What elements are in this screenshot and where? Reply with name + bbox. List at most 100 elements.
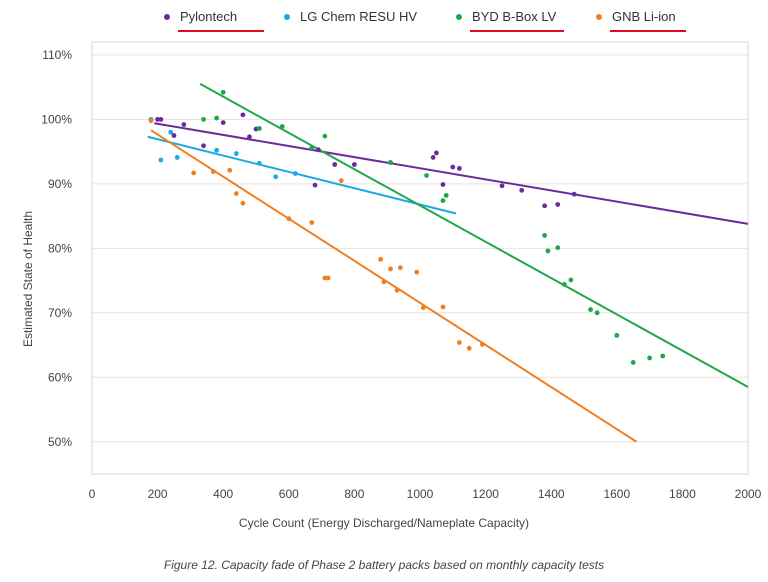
data-point xyxy=(545,248,551,254)
legend-item-gnb: GNB Li-ion xyxy=(596,8,686,34)
legend-label: BYD B-Box LV xyxy=(472,9,557,25)
data-point xyxy=(309,145,315,151)
data-point xyxy=(220,89,226,95)
data-point xyxy=(171,133,177,138)
data-point xyxy=(201,116,206,122)
data-point xyxy=(519,187,525,193)
tick-labels: 50% 60% 70% 80% 90% 100% 110% 0 200 400 600 800 1000… xyxy=(41,48,761,501)
data-point xyxy=(174,155,180,160)
x-tick-label: 400 xyxy=(213,487,233,501)
y-tick-label: 80% xyxy=(48,241,72,255)
figure-caption: Figure 12. Capacity fade of Phase 2 batt… xyxy=(163,558,605,572)
x-tick-label: 800 xyxy=(344,487,364,501)
data-point xyxy=(233,151,239,156)
data-point xyxy=(220,120,226,125)
data-point xyxy=(456,340,462,345)
data-point xyxy=(325,275,331,281)
data-point xyxy=(338,178,344,184)
data-point xyxy=(322,275,328,281)
data-point xyxy=(240,200,246,206)
data-points xyxy=(148,89,666,365)
data-point xyxy=(555,202,561,207)
y-axis-label: Estimated State of Health xyxy=(21,210,35,348)
gridlines xyxy=(92,54,748,443)
x-tick-label: 2000 xyxy=(735,487,762,501)
data-point xyxy=(443,193,449,198)
legend-underline xyxy=(610,30,686,32)
data-point xyxy=(233,191,239,196)
data-point xyxy=(614,332,620,338)
data-point xyxy=(332,162,338,167)
trend-line xyxy=(154,122,749,225)
data-point xyxy=(388,266,393,272)
legend-label: LG Chem RESU HV xyxy=(300,9,418,25)
data-point xyxy=(388,160,393,165)
data-point xyxy=(214,115,220,121)
y-tick-label: 90% xyxy=(48,177,72,191)
data-point xyxy=(168,129,174,135)
legend-marker xyxy=(596,13,602,20)
data-point xyxy=(256,160,262,166)
x-tick-label: 1400 xyxy=(538,487,565,501)
legend-marker xyxy=(456,13,462,20)
data-point xyxy=(424,173,429,178)
data-point xyxy=(440,304,446,310)
data-point xyxy=(158,116,164,122)
data-point xyxy=(561,282,567,287)
data-point xyxy=(499,183,505,189)
data-point xyxy=(158,157,164,163)
legend-label: Pylontech xyxy=(180,9,238,25)
x-tick-label: 1800 xyxy=(669,487,696,501)
data-point xyxy=(352,162,357,167)
data-point xyxy=(378,256,384,262)
data-point xyxy=(542,203,548,209)
data-point xyxy=(214,147,220,153)
data-point xyxy=(660,353,666,359)
data-point xyxy=(247,134,252,140)
x-tick-label: 1200 xyxy=(472,487,499,501)
data-point xyxy=(647,355,652,361)
trend-line xyxy=(199,83,749,388)
data-point xyxy=(322,133,328,139)
data-point xyxy=(309,220,315,225)
data-point xyxy=(594,310,600,316)
data-point xyxy=(286,216,292,222)
x-tick-label: 0 xyxy=(89,487,96,501)
x-tick-label: 1600 xyxy=(603,487,630,501)
data-point xyxy=(256,125,262,131)
data-point xyxy=(148,118,154,124)
x-axis-label: Cycle Count (Energy Discharged/Nameplate… xyxy=(238,516,530,530)
data-point xyxy=(555,245,561,251)
y-tick-label: 110% xyxy=(42,48,72,62)
y-tick-label: 70% xyxy=(48,306,72,320)
legend-underline xyxy=(470,30,564,32)
legend-underline xyxy=(178,30,264,32)
data-point xyxy=(430,155,436,160)
data-point xyxy=(630,360,636,365)
data-point xyxy=(440,198,446,204)
data-point xyxy=(434,150,439,156)
legend-item-pylontech: Pylontech xyxy=(164,8,264,34)
x-tick-label: 600 xyxy=(279,487,299,501)
legend-marker xyxy=(164,13,170,20)
data-point xyxy=(181,122,187,127)
data-point xyxy=(315,147,321,153)
data-point xyxy=(292,171,298,176)
data-point xyxy=(227,167,233,173)
legend-label: GNB Li-ion xyxy=(612,9,676,25)
data-point xyxy=(381,279,387,285)
data-point xyxy=(440,182,446,187)
data-point xyxy=(191,170,197,176)
trend-line xyxy=(150,129,638,443)
legend-item-byd: BYD B-Box LV xyxy=(456,8,564,34)
data-point xyxy=(155,116,161,122)
data-point xyxy=(397,265,403,271)
data-point xyxy=(201,143,206,149)
data-point xyxy=(240,112,246,118)
trend-lines xyxy=(147,83,749,443)
data-point xyxy=(466,345,472,351)
data-point xyxy=(588,307,593,312)
legend-marker xyxy=(284,13,290,20)
x-tick-label: 1000 xyxy=(407,487,434,501)
